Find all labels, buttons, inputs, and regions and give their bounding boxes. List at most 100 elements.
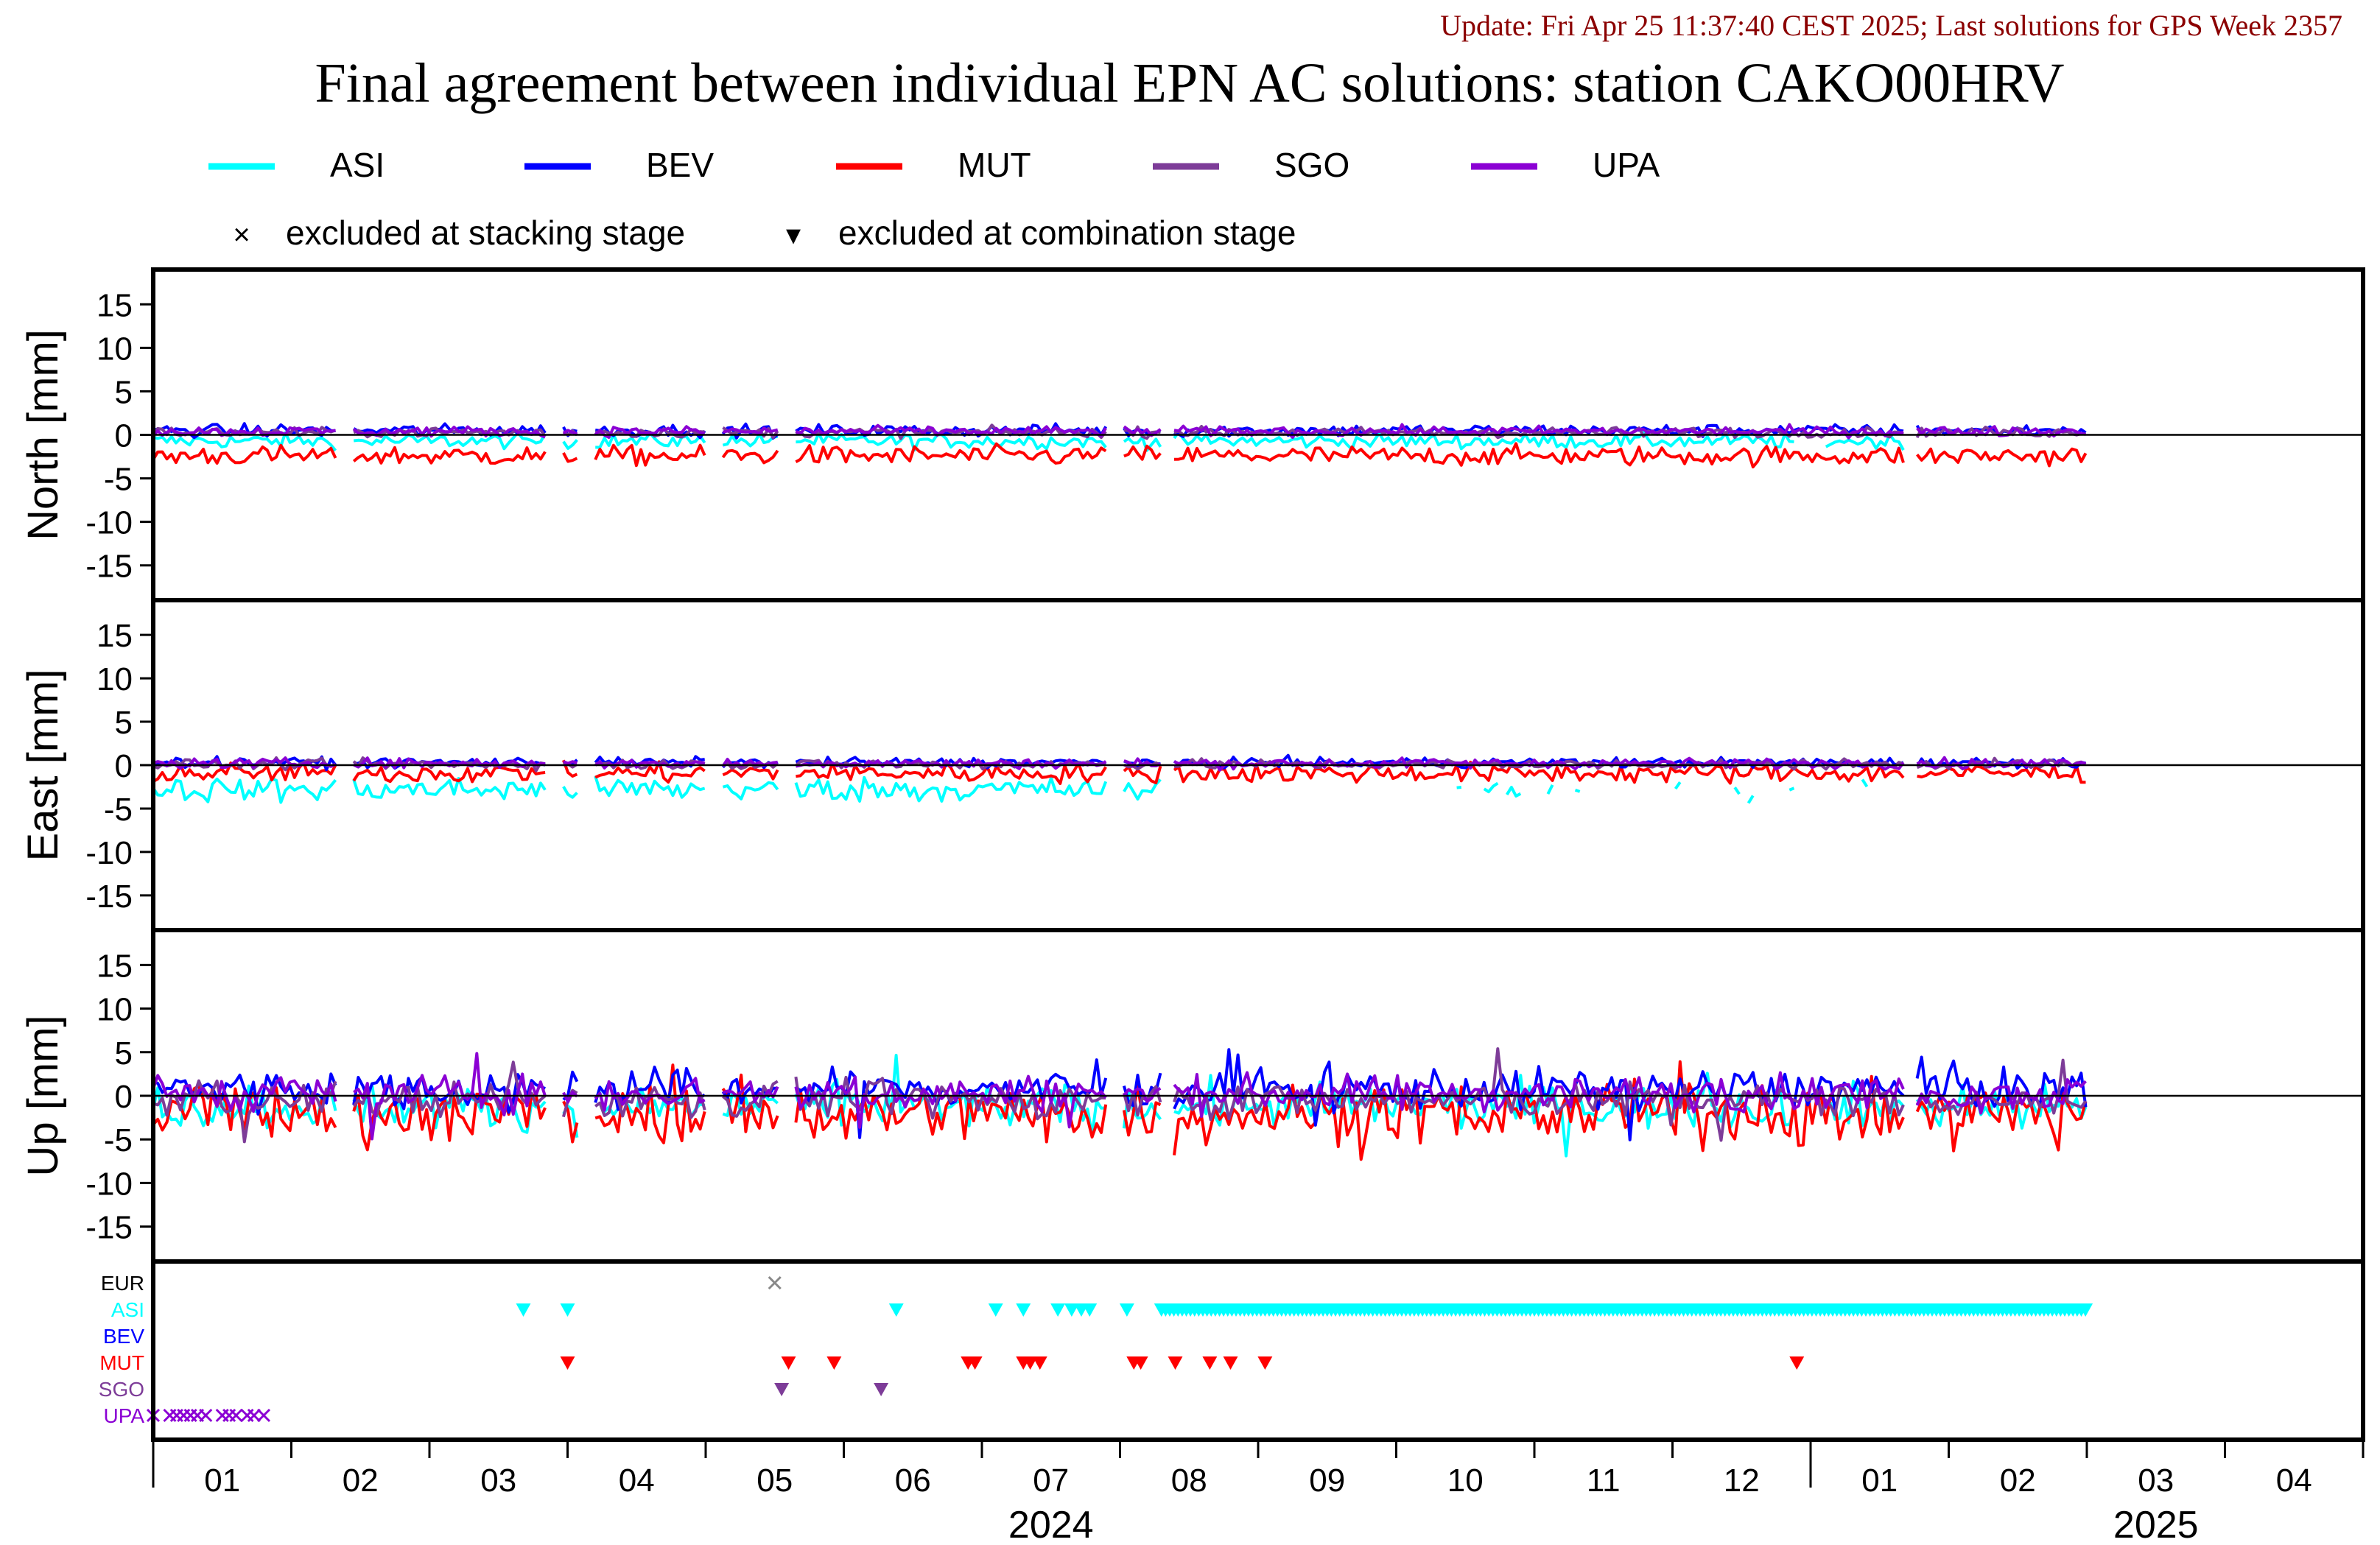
combination-exclusion-marker bbox=[516, 1303, 531, 1317]
series-line-mut bbox=[594, 760, 706, 784]
series-line-sgo bbox=[1122, 1085, 1162, 1117]
legend-label-upa: UPA bbox=[1593, 146, 1660, 184]
series-line-mut bbox=[1917, 764, 2086, 784]
series-line-asi bbox=[1574, 788, 1581, 793]
series-line-asi bbox=[352, 777, 547, 800]
combination-exclusion-marker bbox=[1032, 1356, 1047, 1370]
legend: ASI BEV MUT SGO UPA × excluded at stacking sta… bbox=[208, 146, 1660, 252]
series-line-mut bbox=[1173, 442, 1905, 469]
series-line-mut bbox=[152, 761, 337, 784]
y-tick-label: -10 bbox=[85, 505, 133, 541]
series-line-mut bbox=[594, 443, 706, 468]
stacking-exclusion-marker bbox=[229, 1408, 243, 1423]
combination-exclusion-marker bbox=[1022, 1356, 1038, 1370]
series-line-upa bbox=[563, 760, 578, 765]
series-line-upa bbox=[562, 429, 578, 435]
x-month-label: 01 bbox=[1861, 1463, 1898, 1499]
legend-stacking-symbol: × bbox=[233, 219, 250, 251]
y-tick-label: 15 bbox=[96, 948, 133, 984]
combination-exclusion-marker bbox=[826, 1356, 842, 1370]
series-line-asi bbox=[1173, 430, 1794, 451]
x-month-label: 05 bbox=[757, 1463, 793, 1499]
series-line-bev bbox=[594, 1066, 706, 1111]
stacking-exclusion-marker bbox=[256, 1408, 271, 1423]
exclusion-row-label-bev: BEV bbox=[103, 1325, 144, 1348]
legend-label-sgo: SGO bbox=[1274, 146, 1349, 184]
combination-exclusion-marker bbox=[1257, 1356, 1273, 1370]
series-line-mut bbox=[1916, 447, 2088, 468]
x-axis: 01 02 03 04 05 06 07 08 09 10 11 12 01 02 03 04 2024 2025 bbox=[152, 1440, 2365, 1545]
x-year-label: 2025 bbox=[2113, 1504, 2199, 1545]
combination-exclusion-marker bbox=[560, 1356, 575, 1370]
x-month-label: 08 bbox=[1171, 1463, 1207, 1499]
exclusion-panel: EUR ASI BEV MUT SGO UPA bbox=[99, 1259, 2365, 1442]
series-line-mut bbox=[1915, 1091, 2088, 1152]
series-line-mut bbox=[562, 759, 578, 778]
y-tick-label: 10 bbox=[96, 661, 133, 697]
x-month-label: 01 bbox=[204, 1463, 240, 1499]
panel-east: 15 10 5 0 -5 -10 -15 East [mm] bbox=[19, 598, 2365, 932]
series-line-asi bbox=[594, 775, 706, 799]
y-axis-label-up: Up [mm] bbox=[19, 1015, 67, 1176]
x-month-label: 03 bbox=[480, 1463, 516, 1499]
x-month-label: 03 bbox=[2138, 1463, 2174, 1499]
x-month-label: 10 bbox=[1447, 1463, 1484, 1499]
combination-exclusion-marker bbox=[2078, 1303, 2093, 1317]
y-tick-label: -10 bbox=[85, 1166, 133, 1202]
panels: 15 10 5 0 -5 -10 -15 North [mm] 15 10 5 0 -5 -10 -15 Ea… bbox=[19, 267, 2365, 1264]
update-text: Update: Fri Apr 25 11:37:40 CEST 2025; L… bbox=[1440, 9, 2342, 42]
combination-exclusion-marker bbox=[1064, 1303, 1079, 1317]
exclusion-row-label-mut: MUT bbox=[99, 1351, 144, 1374]
series-line-sgo bbox=[794, 1075, 1106, 1121]
series-line-sgo bbox=[352, 1060, 547, 1119]
series-line-upa bbox=[1915, 1078, 2087, 1115]
series-line-asi bbox=[722, 781, 779, 800]
series-line-mut bbox=[796, 761, 1107, 785]
y-tick-label: 5 bbox=[115, 374, 133, 410]
series-line-upa bbox=[594, 1077, 706, 1112]
series-line-mut bbox=[352, 765, 546, 784]
series-line-asi bbox=[794, 775, 1108, 803]
series-line-upa bbox=[562, 1091, 578, 1104]
y-tick-label: 10 bbox=[96, 331, 133, 367]
series-line-asi bbox=[722, 432, 779, 448]
combination-exclusion-marker bbox=[781, 1356, 796, 1370]
combination-exclusion-marker bbox=[1223, 1356, 1238, 1370]
exclusion-frame bbox=[151, 1259, 2365, 1442]
series-line-asi bbox=[1861, 778, 1869, 788]
series-line-asi bbox=[796, 432, 1107, 452]
x-year-label: 2024 bbox=[1008, 1504, 1094, 1545]
series-line-asi bbox=[152, 777, 337, 804]
series-line-mut bbox=[1123, 765, 1162, 784]
panel-up: 15 10 5 0 -5 -10 -15 Up [mm] bbox=[19, 928, 2365, 1264]
y-tick-label: 10 bbox=[96, 992, 133, 1028]
series-line-upa bbox=[794, 1074, 1107, 1129]
legend-stacking-label: excluded at stacking stage bbox=[286, 214, 685, 252]
series-line-asi bbox=[1456, 786, 1462, 789]
combination-exclusion-marker bbox=[988, 1303, 1003, 1317]
y-tick-label: 15 bbox=[96, 287, 133, 323]
series-line-asi bbox=[1747, 795, 1755, 804]
exclusion-row-label-sgo: SGO bbox=[99, 1378, 144, 1401]
series-line-asi bbox=[1123, 778, 1162, 801]
y-tick-label: -5 bbox=[104, 792, 133, 828]
series-line-asi bbox=[1483, 781, 1499, 794]
series-line-upa bbox=[1173, 423, 1904, 440]
y-tick-label: 0 bbox=[115, 1079, 133, 1115]
exclusion-row-label-upa: UPA bbox=[104, 1404, 145, 1427]
series-line-upa bbox=[722, 1080, 779, 1103]
series-line-asi bbox=[152, 1084, 337, 1130]
x-month-label: 07 bbox=[1033, 1463, 1069, 1499]
panel-north: 15 10 5 0 -5 -10 -15 North [mm] bbox=[19, 267, 2365, 602]
y-tick-label: -15 bbox=[85, 549, 133, 585]
series-line-mut bbox=[721, 448, 779, 465]
series-line-upa bbox=[353, 1052, 547, 1141]
exclusion-row-label-asi: ASI bbox=[111, 1298, 144, 1321]
x-month-label: 02 bbox=[2000, 1463, 2036, 1499]
series-line-mut bbox=[1173, 761, 1905, 785]
series-line-upa bbox=[722, 426, 779, 435]
y-tick-label: -5 bbox=[104, 462, 133, 498]
combination-exclusion-marker bbox=[1082, 1303, 1098, 1317]
x-month-label: 06 bbox=[895, 1463, 931, 1499]
